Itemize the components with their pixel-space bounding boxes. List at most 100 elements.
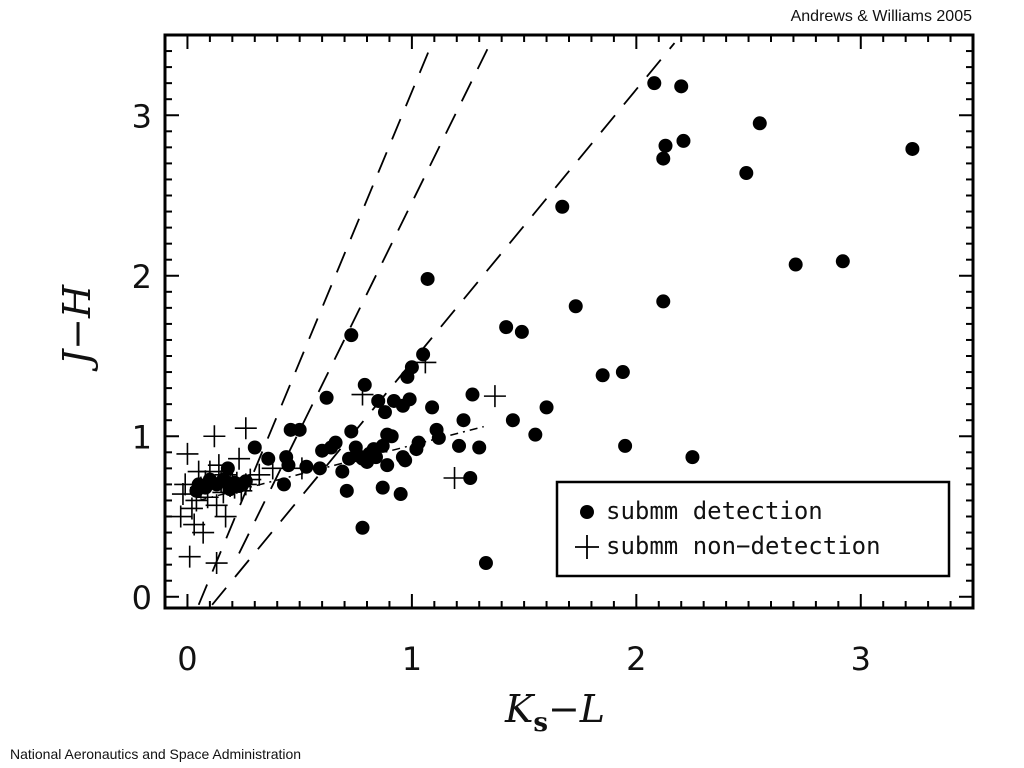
detection-point [555, 199, 570, 214]
detection-point [514, 324, 529, 339]
detection-point [377, 405, 392, 420]
detection-point [425, 400, 440, 415]
footer-agency: National Aeronautics and Space Administr… [10, 746, 302, 762]
minor-ticks [165, 35, 973, 608]
x-tick-label: 1 [402, 640, 422, 678]
detection-point [595, 368, 610, 383]
non-detection-point [205, 552, 228, 575]
detection-point [384, 429, 399, 444]
reddening-line [211, 42, 676, 606]
detection-point [281, 458, 296, 473]
detection-point [299, 459, 314, 474]
detection-point [292, 422, 307, 437]
x-tick-label: 3 [851, 640, 871, 678]
detection-point [319, 390, 334, 405]
legend: submm detection submm non−detection [555, 480, 951, 578]
detection-point [465, 387, 480, 402]
non-detection-point [178, 545, 201, 568]
detection-point [656, 294, 671, 309]
y-tick-label: 2 [132, 258, 152, 296]
detection-point [788, 257, 803, 272]
detection-point [368, 450, 383, 465]
detection-point [247, 440, 262, 455]
detection-point [344, 424, 359, 439]
detection-point [411, 435, 426, 450]
y-tick-label: 1 [132, 418, 152, 456]
detection-point [404, 360, 419, 375]
detection-point [618, 438, 633, 453]
detection-point [339, 483, 354, 498]
legend-non-detection-label: submm non−detection [606, 532, 881, 560]
detection-point [335, 464, 350, 479]
detection-point [568, 299, 583, 314]
non-detection-point [205, 494, 228, 517]
detection-point [312, 461, 327, 476]
detection-point [344, 328, 359, 343]
x-tick-labels: 0 1 2 3 [177, 640, 871, 678]
y-axis-title: J−H [55, 284, 99, 372]
detection-point [452, 438, 467, 453]
legend-detection-label: submm detection [606, 497, 823, 525]
non-detection-point [169, 505, 192, 528]
non-detection-points [169, 351, 506, 575]
detection-point [261, 451, 276, 466]
reddening-line [238, 42, 492, 554]
detection-point [752, 116, 767, 131]
detection-point [656, 151, 671, 166]
legend-box [555, 480, 951, 578]
detection-point [674, 79, 689, 94]
detection-point [676, 133, 691, 148]
detection-point [905, 141, 920, 156]
non-detection-point [483, 385, 506, 408]
detection-point [375, 480, 390, 495]
detection-point [328, 435, 343, 450]
detection-point [478, 556, 493, 571]
detection-point [647, 76, 662, 91]
non-detection-point [203, 425, 226, 448]
detection-point [615, 365, 630, 380]
detection-point [835, 254, 850, 269]
x-axis-title: Ks−L [504, 687, 605, 738]
y-tick-labels: 0 1 2 3 [132, 97, 152, 617]
detection-point [499, 320, 514, 335]
detection-point [685, 450, 700, 465]
non-detection-point [248, 463, 271, 486]
detection-point [220, 461, 235, 476]
reddening-lines [197, 42, 676, 606]
detection-point [393, 487, 408, 502]
major-ticks [165, 35, 973, 608]
x-tick-label: 0 [177, 640, 197, 678]
y-tick-label: 3 [132, 97, 152, 135]
reddening-line [197, 42, 433, 606]
non-detection-point [214, 505, 237, 528]
non-detection-point [443, 466, 466, 489]
detection-point [505, 413, 520, 428]
slide-credit: Andrews & Williams 2005 [790, 8, 972, 25]
detection-point [420, 271, 435, 286]
non-detection-point [228, 447, 251, 470]
detection-points [189, 76, 920, 571]
legend-non-detection-marker [575, 535, 599, 559]
detection-point [238, 474, 253, 489]
detection-point [402, 392, 417, 407]
x-tick-label: 2 [626, 640, 646, 678]
detection-point [463, 470, 478, 485]
non-detection-point [192, 521, 215, 544]
detection-point [456, 413, 471, 428]
detection-point [658, 138, 673, 153]
detection-point [539, 400, 554, 415]
detection-point [276, 477, 291, 492]
detection-point [739, 166, 754, 181]
detection-point [472, 440, 487, 455]
detection-point [431, 430, 446, 445]
detection-point [371, 393, 386, 408]
detection-point [375, 438, 390, 453]
legend-detection-marker [580, 505, 594, 519]
detection-point [357, 377, 372, 392]
y-tick-label: 0 [132, 579, 152, 617]
non-detection-point [176, 442, 199, 465]
detection-point [398, 453, 413, 468]
detection-point [380, 458, 395, 473]
detection-point [416, 347, 431, 362]
